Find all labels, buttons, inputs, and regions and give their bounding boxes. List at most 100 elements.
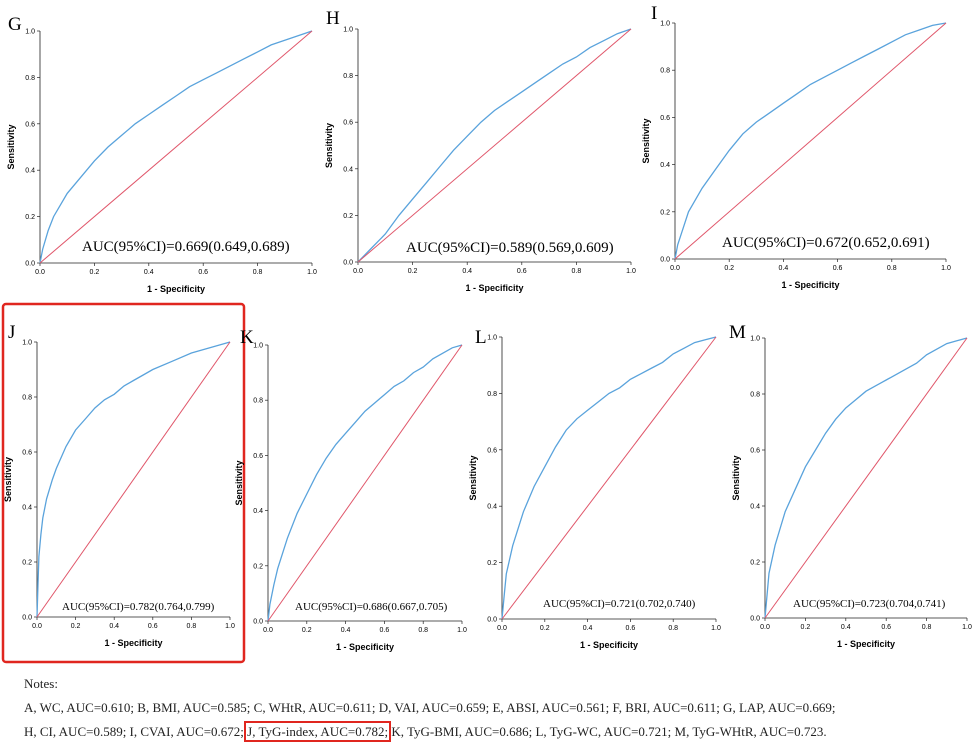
- y-axis-title-l: Sensitivity: [468, 455, 478, 500]
- roc-panel-j: J 0.0 0.2 0.4 0.6 0.8 1.0 0.0 0.2 0.4 0.6 0.8 1.0 1 -…: [1, 302, 246, 664]
- panel-letter-l: L: [475, 327, 487, 348]
- roc-curve-k: [267, 344, 463, 622]
- notes: Notes: A, WC, AUC=0.610; B, BMI, AUC=0.5…: [24, 672, 964, 744]
- roc-panel-l: L 0.0 0.2 0.4 0.6 0.8 1.0 0.0 0.2 0.4 0.6 0.8 1.0 1 -…: [468, 327, 721, 650]
- reference-line-g: [39, 30, 313, 264]
- y-tick-label-j-2: 0.4: [22, 505, 32, 512]
- x-tick-label-h-3: 0.6: [517, 268, 527, 275]
- y-tick-label-h-4: 0.8: [343, 73, 353, 80]
- auc-annotation-h: AUC(95%CI)=0.589(0.569,0.609): [406, 240, 614, 256]
- auc-annotation-i: AUC(95%CI)=0.672(0.652,0.691): [722, 235, 930, 251]
- x-tick-label-k-5: 1.0: [457, 627, 467, 634]
- notes-line-2: H, CI, AUC=0.589; I, CVAI, AUC=0.672; J,…: [24, 720, 964, 744]
- y-axis-title-j: Sensitivity: [3, 457, 13, 502]
- reference-line-k: [267, 344, 463, 622]
- x-tick-label-h-5: 1.0: [626, 268, 636, 275]
- notes-line-2-start: H, CI, AUC=0.589; I, CVAI, AUC=0.672;: [24, 724, 248, 739]
- y-tick-label-m-3: 0.6: [750, 448, 760, 455]
- y-tick-label-h-5: 1.0: [343, 27, 353, 34]
- y-tick-label-i-3: 0.6: [660, 115, 670, 122]
- roc-curve-l: [501, 336, 717, 620]
- y-tick-label-h-0: 0.0: [343, 260, 353, 267]
- x-tick-label-g-2: 0.4: [144, 269, 154, 276]
- y-tick-label-m-1: 0.2: [750, 560, 760, 567]
- x-axis-title-j: 1 - Specificity: [104, 638, 162, 648]
- notes-line-1: A, WC, AUC=0.610; B, BMI, AUC=0.585; C, …: [24, 700, 836, 715]
- y-tick-label-h-3: 0.6: [343, 120, 353, 127]
- reference-line-h: [357, 28, 632, 263]
- y-tick-label-j-1: 0.2: [22, 560, 32, 567]
- x-axis-title-i: 1 - Specificity: [781, 280, 839, 290]
- y-tick-label-l-5: 1.0: [487, 335, 497, 342]
- x-tick-label-j-4: 0.8: [187, 623, 197, 630]
- x-tick-label-l-1: 0.2: [540, 625, 550, 632]
- x-tick-label-k-2: 0.4: [341, 627, 351, 634]
- x-tick-label-k-4: 0.8: [418, 627, 428, 634]
- y-tick-label-l-1: 0.2: [487, 560, 497, 567]
- x-axis-title-k: 1 - Specificity: [336, 642, 394, 652]
- reference-line-l: [501, 336, 717, 620]
- x-tick-label-h-1: 0.2: [408, 268, 418, 275]
- notes-line-2-end: K, TyG-BMI, AUC=0.686; L, TyG-WC, AUC=0.…: [388, 724, 827, 739]
- x-tick-label-i-4: 0.8: [887, 265, 897, 272]
- y-tick-label-j-3: 0.6: [22, 450, 32, 457]
- roc-curve-m: [764, 337, 968, 619]
- x-tick-label-g-3: 0.6: [198, 269, 208, 276]
- roc-curve-i: [674, 22, 947, 260]
- x-tick-label-m-0: 0.0: [760, 624, 770, 631]
- reference-line-m: [764, 337, 968, 619]
- x-tick-label-j-5: 1.0: [225, 623, 235, 630]
- x-tick-label-j-2: 0.4: [109, 623, 119, 630]
- y-tick-label-g-4: 0.8: [25, 75, 35, 82]
- y-axis-title-g: Sensitivity: [6, 124, 16, 169]
- y-tick-label-g-5: 1.0: [25, 29, 35, 36]
- x-tick-label-i-0: 0.0: [670, 265, 680, 272]
- y-tick-label-l-2: 0.4: [487, 504, 497, 511]
- y-axis-title-m: Sensitivity: [731, 455, 741, 500]
- y-tick-label-k-3: 0.6: [253, 453, 263, 460]
- y-tick-label-g-3: 0.6: [25, 121, 35, 128]
- x-axis-title-h: 1 - Specificity: [465, 283, 523, 293]
- x-tick-label-l-3: 0.6: [626, 625, 636, 632]
- auc-annotation-g: AUC(95%CI)=0.669(0.649,0.689): [82, 239, 290, 255]
- y-tick-label-k-4: 0.8: [253, 398, 263, 405]
- notes-highlight-tyg-index: J, TyG-index, AUC=0.782;: [244, 721, 392, 742]
- y-axis-title-h: Sensitivity: [324, 123, 334, 168]
- x-tick-label-i-2: 0.4: [779, 265, 789, 272]
- x-tick-label-k-3: 0.6: [380, 627, 390, 634]
- y-tick-label-m-0: 0.0: [750, 616, 760, 623]
- auc-annotation-m: AUC(95%CI)=0.723(0.704,0.741): [793, 598, 946, 610]
- roc-curve-g: [39, 30, 313, 264]
- y-tick-label-i-4: 0.8: [660, 68, 670, 75]
- x-tick-label-j-1: 0.2: [71, 623, 81, 630]
- x-tick-label-h-4: 0.8: [572, 268, 582, 275]
- roc-panel-m: M 0.0 0.2 0.4 0.6 0.8 1.0 0.0 0.2 0.4 0.6 0.8 1.0 1 -…: [729, 322, 972, 649]
- x-tick-label-l-0: 0.0: [497, 625, 507, 632]
- panel-letter-i: I: [651, 3, 657, 24]
- x-tick-label-j-0: 0.0: [32, 623, 42, 630]
- y-tick-label-j-0: 0.0: [22, 615, 32, 622]
- y-tick-label-k-0: 0.0: [253, 619, 263, 626]
- y-axis-title-k: Sensitivity: [234, 460, 244, 505]
- x-tick-label-m-5: 1.0: [962, 624, 972, 631]
- x-axis-title-m: 1 - Specificity: [837, 639, 895, 649]
- y-tick-label-j-4: 0.8: [22, 395, 32, 402]
- roc-panel-k: K 0.0 0.2 0.4 0.6 0.8 1.0 0.0 0.2 0.4 0.6 0.8 1.0 1 -…: [234, 327, 467, 652]
- x-tick-label-h-2: 0.4: [462, 268, 472, 275]
- y-tick-label-g-1: 0.2: [25, 214, 35, 221]
- roc-panel-i: I 0.0 0.2 0.4 0.6 0.8 1.0 0.0 0.2 0.4 0.6 0.8 1.0 1 -…: [641, 3, 951, 290]
- x-tick-label-i-3: 0.6: [833, 265, 843, 272]
- x-tick-label-i-1: 0.2: [724, 265, 734, 272]
- y-tick-label-h-2: 0.4: [343, 166, 353, 173]
- y-tick-label-i-1: 0.2: [660, 209, 670, 216]
- x-tick-label-k-1: 0.2: [302, 627, 312, 634]
- panel-letter-m: M: [729, 322, 746, 343]
- y-tick-label-i-0: 0.0: [660, 257, 670, 264]
- auc-annotation-l: AUC(95%CI)=0.721(0.702,0.740): [543, 598, 696, 610]
- x-tick-label-g-0: 0.0: [35, 269, 45, 276]
- x-axis-title-l: 1 - Specificity: [580, 640, 638, 650]
- roc-figure: G 0.0 0.2 0.4 0.6 0.8 1.0 0.0 0.2 0.4 0.6 0.8 1.0 1 -…: [1, 3, 972, 664]
- roc-curve-j: [36, 341, 231, 618]
- y-tick-label-j-5: 1.0: [22, 340, 32, 347]
- x-tick-label-m-2: 0.4: [841, 624, 851, 631]
